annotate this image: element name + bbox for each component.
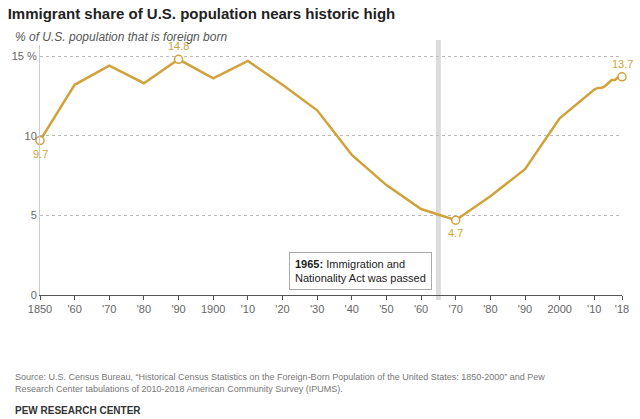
svg-text:10: 10	[25, 130, 37, 142]
svg-text:'90: '90	[518, 303, 532, 315]
svg-text:'30: '30	[310, 303, 324, 315]
svg-text:PEW RESEARCH CENTER: PEW RESEARCH CENTER	[15, 405, 141, 416]
svg-text:2000: 2000	[547, 303, 571, 315]
svg-text:Immigrant share of U.S. popula: Immigrant share of U.S. population nears…	[8, 5, 396, 22]
svg-text:'80: '80	[137, 303, 151, 315]
svg-text:5: 5	[31, 209, 37, 221]
svg-text:'10: '10	[241, 303, 255, 315]
svg-text:'90: '90	[171, 303, 185, 315]
svg-text:'50: '50	[379, 303, 393, 315]
svg-text:'60: '60	[67, 303, 81, 315]
svg-text:15 %: 15 %	[12, 50, 37, 62]
svg-text:1850: 1850	[28, 303, 52, 315]
svg-text:4.7: 4.7	[448, 227, 463, 239]
svg-text:'60: '60	[414, 303, 428, 315]
svg-text:'10: '10	[587, 303, 601, 315]
svg-text:13.7: 13.7	[612, 58, 633, 70]
svg-text:Source: U.S. Census Bureau, “H: Source: U.S. Census Bureau, “Historical …	[15, 372, 545, 394]
svg-text:'80: '80	[483, 303, 497, 315]
svg-text:'70: '70	[102, 303, 116, 315]
svg-text:1900: 1900	[201, 303, 225, 315]
svg-text:% of U.S. population that is f: % of U.S. population that is foreign bor…	[15, 30, 227, 44]
svg-text:0: 0	[31, 289, 37, 301]
svg-text:9.7: 9.7	[33, 148, 48, 160]
svg-text:'18: '18	[615, 303, 629, 315]
svg-text:14.8: 14.8	[168, 40, 189, 52]
svg-text:'20: '20	[275, 303, 289, 315]
svg-text:'40: '40	[345, 303, 359, 315]
svg-text:1965: Immigration andNationali: 1965: Immigration andNationality Act was…	[295, 258, 426, 284]
svg-text:'70: '70	[449, 303, 463, 315]
